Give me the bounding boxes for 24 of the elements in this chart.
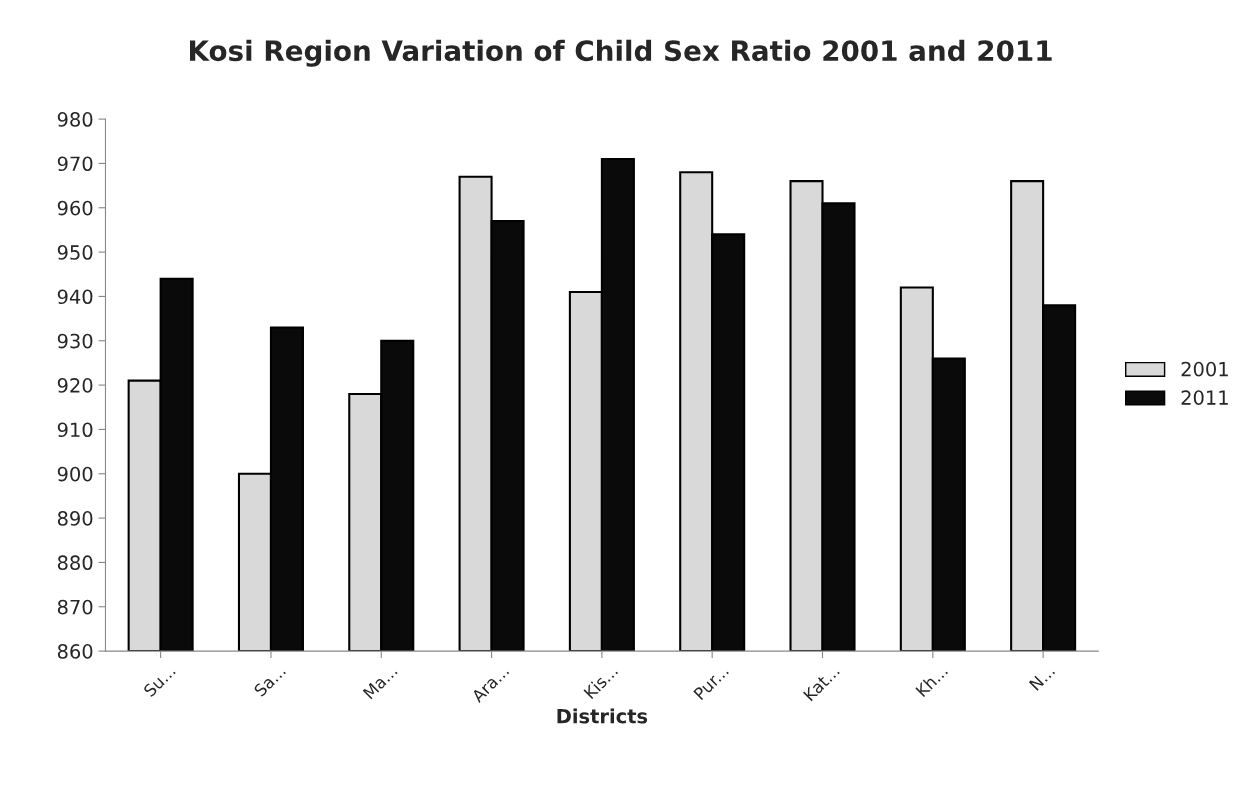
y-tick-label: 910 bbox=[57, 422, 93, 438]
x-tick-label: Kis... bbox=[583, 664, 619, 700]
y-tick-label: 860 bbox=[57, 644, 93, 659]
y-tick-label: 950 bbox=[57, 245, 93, 260]
chart-title: Kosi Region Variation of Child Sex Ratio 2001 and 2011 bbox=[190, 39, 1052, 67]
y-tick-label: 930 bbox=[57, 333, 93, 349]
y-tick-label: 880 bbox=[57, 555, 93, 571]
y-tick-label: 970 bbox=[57, 156, 93, 172]
y-tick-label: 980 bbox=[57, 112, 93, 127]
x-tick-label: Kh... bbox=[915, 664, 949, 698]
legend-label: 2011 bbox=[1181, 390, 1228, 405]
x-tick-label: Su... bbox=[142, 664, 176, 698]
legend-label: 2001 bbox=[1181, 361, 1228, 377]
x-tick-label: Sa... bbox=[253, 664, 287, 698]
x-tick-label: Pur... bbox=[693, 664, 730, 701]
y-tick-label: 870 bbox=[57, 599, 93, 615]
x-axis-title: Districts bbox=[557, 708, 648, 724]
y-tick-label: 900 bbox=[57, 466, 93, 482]
y-tick-label: 940 bbox=[57, 289, 93, 305]
x-tick-label: N... bbox=[1028, 664, 1056, 691]
y-tick-label: 890 bbox=[57, 511, 93, 526]
y-tick-label: 960 bbox=[57, 200, 93, 216]
x-tick-label: Ma... bbox=[362, 664, 398, 700]
y-tick-label: 920 bbox=[57, 378, 93, 393]
